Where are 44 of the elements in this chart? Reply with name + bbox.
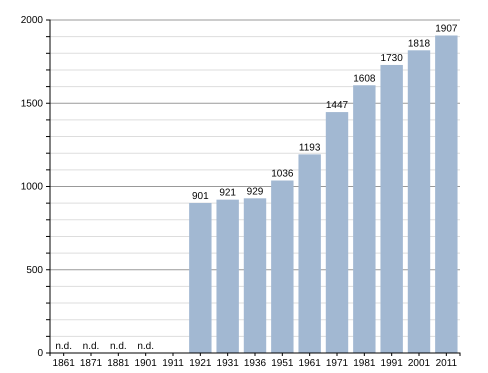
x-tick-label: 1911 [162,358,184,370]
y-tick-label: 2000 [20,15,44,26]
x-tick-label: 1861 [52,358,76,370]
x-tick-label: 1871 [80,358,103,370]
text: n.d. [110,341,127,352]
x-tick-label: 1921 [189,358,212,370]
text: n.d. [82,341,100,352]
text: n.d. [137,341,154,352]
data-label: 1447 [326,100,349,112]
bar [408,50,430,353]
bar [298,154,321,353]
data-label: 929 [246,186,264,198]
y-tick-label: 0 [37,348,44,360]
x-tick-label: 1951 [271,358,294,370]
data-label: 921 [219,188,236,199]
data-label: 1193 [298,142,321,154]
data-label: 1818 [408,38,431,50]
data-label: 1907 [435,23,458,34]
data-label: 1608 [353,73,376,84]
bar [189,202,212,353]
x-tick-label: 1961 [298,358,322,370]
y-tick-label: 500 [26,264,44,276]
x-tick-label: 1936 [244,358,267,370]
x-tick-label: 2001 [408,358,431,370]
y-tick-label: 1500 [20,98,44,110]
bar [271,180,294,353]
bar [353,85,376,353]
x-tick-label: 1901 [134,358,158,370]
x-tick-label: 2011 [436,358,458,370]
x-tick-label: 1981 [353,358,376,370]
bar [435,35,458,353]
data-label: 1730 [380,52,404,64]
x-tick-label: 1881 [107,358,130,370]
text: n.d. [55,341,72,352]
x-tick-label: 1931 [216,358,240,370]
data-label: 901 [192,190,210,202]
bar [380,64,403,353]
y-tick-label: 1000 [20,182,44,193]
x-tick-label: 1991 [380,358,404,370]
data-label: 1036 [271,168,294,180]
bar [216,200,239,353]
bar [326,112,348,353]
x-tick-label: 1971 [326,358,349,370]
bar [244,198,266,353]
